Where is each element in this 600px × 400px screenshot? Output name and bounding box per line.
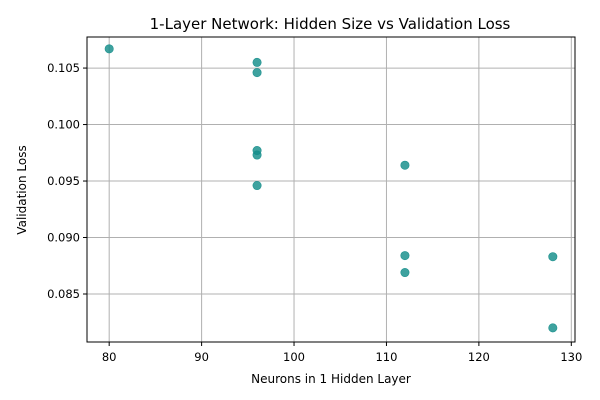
scatter-point-10 — [548, 323, 558, 333]
y-tick-label-3: 0.100 — [47, 118, 80, 132]
scatter-point-5 — [252, 181, 262, 191]
scatter-point-8 — [400, 268, 410, 278]
y-tick-label-1: 0.090 — [47, 231, 80, 245]
y-tick-label-2: 0.095 — [47, 174, 80, 188]
scatter-point-0 — [104, 44, 114, 54]
chart-title: 1-Layer Network: Hidden Size vs Validati… — [150, 15, 511, 33]
scatter-point-4 — [252, 150, 262, 160]
x-tick-label-2: 100 — [283, 350, 305, 364]
x-axis-label: Neurons in 1 Hidden Layer — [251, 372, 411, 386]
axis-ticks: 80 90 100 110 120 130 0.085 0.090 0.095 0.100 0.10… — [47, 61, 582, 364]
x-tick-label-3: 110 — [375, 350, 397, 364]
scatter-point-7 — [400, 251, 410, 261]
scatter-point-2 — [252, 68, 262, 78]
y-axis-label: Validation Loss — [15, 145, 29, 234]
scatter-point-1 — [252, 57, 262, 67]
x-tick-label-0: 80 — [102, 350, 117, 364]
plot-frame — [86, 36, 576, 343]
data-points — [104, 44, 558, 333]
y-tick-label-0: 0.085 — [47, 287, 80, 301]
x-tick-label-4: 120 — [468, 350, 490, 364]
x-tick-label-5: 130 — [560, 350, 582, 364]
scatter-point-6 — [400, 160, 410, 170]
y-tick-label-4: 0.105 — [47, 61, 80, 75]
scatter-point-9 — [548, 252, 558, 262]
x-tick-label-1: 90 — [194, 350, 209, 364]
grid-layer — [87, 37, 575, 342]
